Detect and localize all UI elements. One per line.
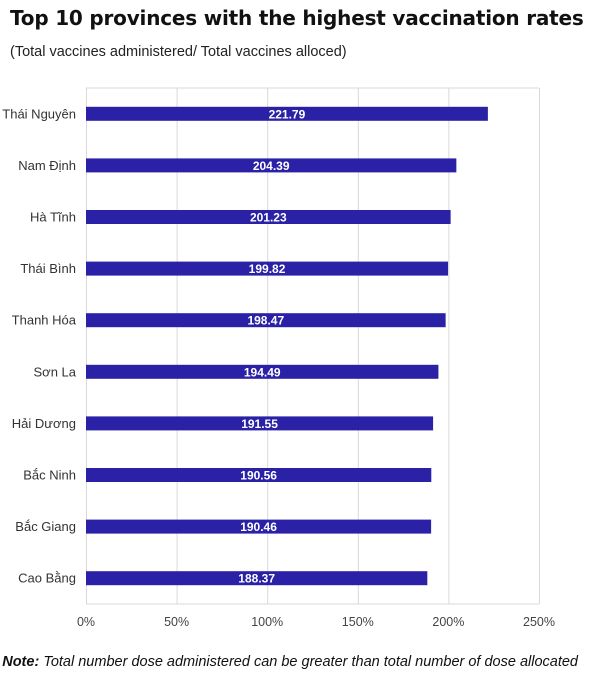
category-label: Hải Dương xyxy=(12,416,76,431)
category-label: Thanh Hóa xyxy=(12,313,77,328)
x-tick-label: 150% xyxy=(342,615,374,629)
bar xyxy=(86,364,439,379)
grid-lines xyxy=(86,87,540,605)
chart-subtitle: (Total vaccines administered/ Total vacc… xyxy=(10,44,347,60)
bar xyxy=(86,261,449,276)
category-label: Thái Nguyên xyxy=(2,106,76,121)
bar-value-label: 204.39 xyxy=(253,159,290,173)
category-label: Hà Tĩnh xyxy=(30,210,76,225)
bar-value-label: 190.46 xyxy=(240,520,277,534)
category-label: Thái Bình xyxy=(20,261,76,276)
bars: 221.79 204.39 201.23 199.82 198.47 194.49 191.… xyxy=(86,106,488,586)
category-label: Bắc Ninh xyxy=(23,468,76,483)
category-label: Cao Bằng xyxy=(18,571,76,586)
x-tick-label: 250% xyxy=(523,615,555,629)
bar-value-label: 188.37 xyxy=(238,572,275,586)
bar xyxy=(86,106,488,121)
chart-title: Top 10 provinces with the highest vaccin… xyxy=(10,6,584,30)
x-tick-label: 200% xyxy=(432,615,464,629)
x-tick-label: 100% xyxy=(251,615,283,629)
bar xyxy=(86,468,432,482)
bar-value-label: 221.79 xyxy=(269,107,306,121)
bar-chart: 221.79 204.39 201.23 199.82 198.47 194.49 191.… xyxy=(2,87,555,629)
bar-value-label: 190.56 xyxy=(240,469,277,483)
x-axis-ticks: 0% 50% 100% 150% 200% 250% xyxy=(77,615,555,629)
x-tick-label: 0% xyxy=(77,615,95,629)
category-label: Nam Định xyxy=(18,158,76,173)
bar xyxy=(86,416,434,431)
bar xyxy=(86,313,446,328)
bar xyxy=(86,210,451,224)
bar-value-label: 191.55 xyxy=(241,417,278,431)
bar xyxy=(86,519,432,534)
note-text: Total number dose administered can be gr… xyxy=(43,654,578,670)
category-label: Bắc Giang xyxy=(15,519,76,534)
category-labels: Thái Nguyên Nam Định Hà Tĩnh Thái Bình Thanh… xyxy=(2,106,76,585)
bar-value-label: 199.82 xyxy=(249,262,286,276)
bar-value-label: 194.49 xyxy=(244,365,281,379)
bar xyxy=(86,571,428,586)
bar-value-label: 201.23 xyxy=(250,211,287,225)
x-tick-label: 50% xyxy=(164,615,189,629)
note-label: Note: xyxy=(2,654,40,670)
bar-value-label: 198.47 xyxy=(247,314,284,328)
category-label: Sơn La xyxy=(34,364,77,379)
footnote: Note: Total number dose administered can… xyxy=(2,654,578,670)
bar xyxy=(86,158,457,173)
